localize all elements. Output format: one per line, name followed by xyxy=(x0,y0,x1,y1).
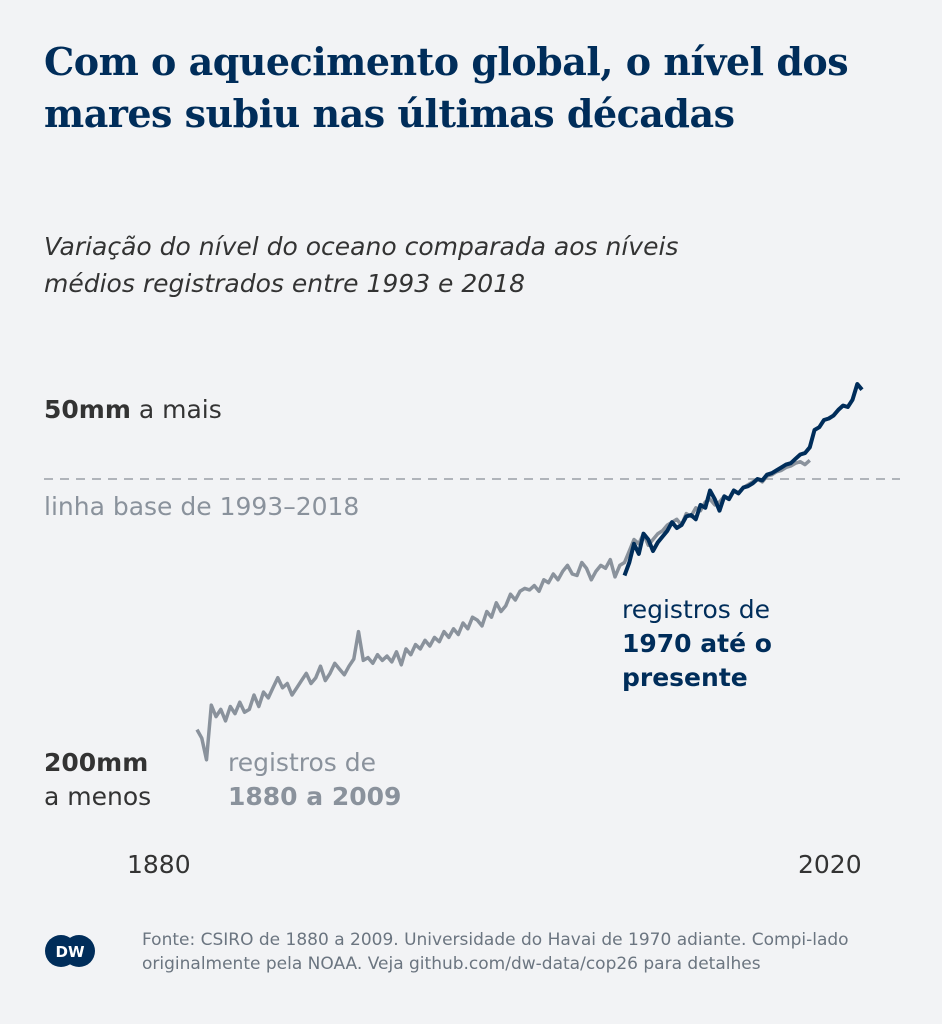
grey-label-line2: 1880 a 2009 xyxy=(228,782,402,811)
navy-label-line2: 1970 até o xyxy=(622,629,772,658)
y-label-top-value: 50mm xyxy=(44,395,131,424)
navy-label-line1: registros de xyxy=(622,595,770,624)
chart-title: Com o aquecimento global, o nível dos ma… xyxy=(44,39,849,136)
dw-logo: DW xyxy=(45,935,95,967)
source-note: Fonte: CSIRO de 1880 a 2009. Universidad… xyxy=(142,930,849,974)
y-label-top-text: a mais xyxy=(130,395,222,424)
x-tick-1880: 1880 xyxy=(127,850,191,879)
y-label-bottom-text: a menos xyxy=(44,782,152,811)
series-line-1970-present xyxy=(622,382,864,577)
x-tick-2020: 2020 xyxy=(798,850,862,879)
svg-text:DW: DW xyxy=(56,943,85,961)
y-label-bottom-value: 200mm xyxy=(44,748,149,777)
y-label-bottom: 200mm a menos xyxy=(44,746,151,814)
chart-subtitle: Variação do nível do oceano comparada ao… xyxy=(44,232,679,298)
navy-label-line3: presente xyxy=(622,663,748,692)
grey-series-label: registros de 1880 a 2009 xyxy=(228,746,401,814)
navy-series-label: registros de 1970 até o presente xyxy=(622,593,772,695)
baseline-label: linha base de 1993–2018 xyxy=(44,492,360,521)
y-label-top: 50mm a mais xyxy=(44,393,222,427)
grey-label-line1: registros de xyxy=(228,748,376,777)
